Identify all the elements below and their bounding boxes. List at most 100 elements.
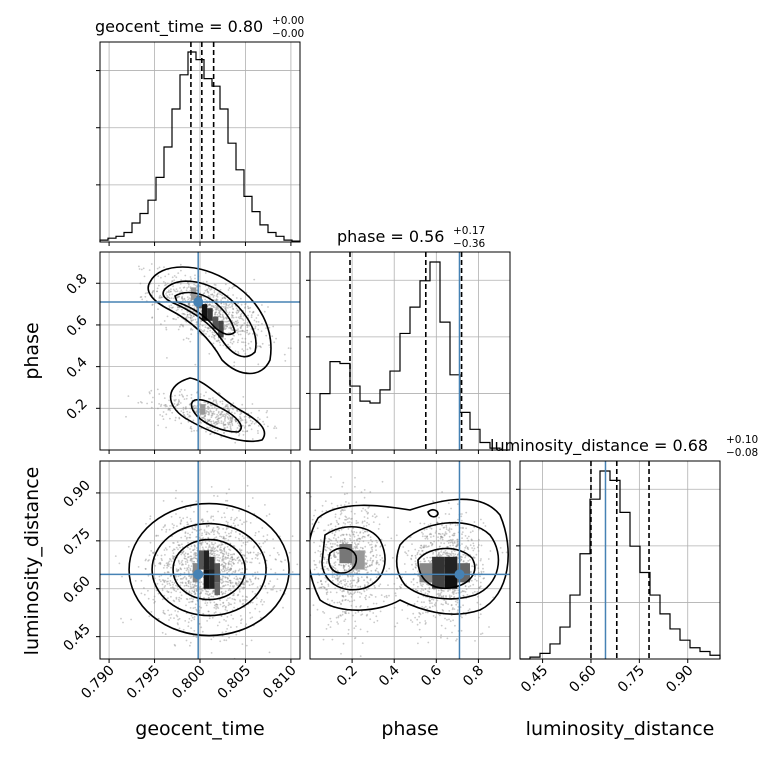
sample-point: [181, 312, 184, 315]
sample-point: [410, 558, 413, 561]
sample-point: [432, 598, 435, 601]
sample-point: [437, 592, 440, 595]
sample-point: [235, 531, 237, 533]
sample-point: [359, 546, 362, 549]
sample-point: [252, 333, 254, 335]
sample-point: [189, 557, 192, 560]
sample-point: [254, 534, 257, 537]
sample-point: [225, 323, 228, 326]
sample-point: [171, 280, 173, 283]
sample-point: [460, 591, 463, 593]
sample-point: [221, 593, 224, 595]
sample-point: [306, 563, 308, 565]
sample-point: [235, 633, 238, 636]
sample-point: [189, 312, 192, 315]
sample-point: [207, 327, 210, 330]
sample-point: [426, 535, 428, 538]
sample-point: [230, 421, 233, 424]
sample-point: [219, 551, 222, 554]
sample-point: [453, 532, 456, 535]
sample-point: [453, 596, 456, 598]
sample-point: [120, 617, 122, 620]
sample-point: [161, 589, 164, 592]
sample-point: [227, 320, 229, 323]
sample-point: [335, 556, 337, 558]
sample-point: [329, 626, 332, 628]
sample-point: [423, 557, 425, 560]
sample-point: [456, 524, 459, 526]
sample-point: [216, 413, 219, 416]
sample-point: [425, 546, 428, 548]
sample-point: [186, 413, 189, 416]
sample-point: [169, 580, 172, 582]
sample-point: [244, 306, 247, 309]
sample-point: [225, 404, 228, 406]
sample-point: [234, 570, 237, 573]
sample-point: [368, 505, 371, 508]
sample-point: [179, 324, 182, 326]
sample-point: [345, 533, 348, 536]
sample-point: [254, 576, 257, 579]
sample-point: [224, 297, 227, 300]
sample-point: [191, 583, 194, 586]
sample-point: [228, 579, 231, 582]
sample-point: [179, 581, 182, 584]
sample-point: [377, 571, 379, 573]
sample-point: [195, 554, 198, 557]
plot-area: [114, 484, 299, 659]
sample-point: [334, 516, 337, 518]
sample-point: [436, 599, 439, 602]
sample-point: [221, 400, 224, 403]
sample-point: [151, 291, 154, 294]
sample-point: [352, 570, 355, 572]
sample-point: [257, 416, 259, 419]
sample-point: [163, 581, 166, 583]
sample-point: [340, 582, 343, 585]
sample-point: [233, 553, 235, 555]
sample-point: [225, 310, 227, 312]
sample-point: [253, 422, 256, 425]
sample-point: [161, 296, 163, 299]
sample-point: [353, 579, 356, 582]
sample-point: [371, 560, 374, 562]
sample-point: [184, 299, 187, 302]
sample-point: [216, 299, 219, 301]
sample-point: [171, 293, 174, 296]
sample-point: [226, 523, 229, 526]
sample-point: [244, 415, 247, 418]
sample-point: [349, 580, 352, 582]
sample-point: [157, 407, 159, 410]
sample-point: [361, 535, 364, 538]
sample-point: [222, 424, 225, 427]
sample-point: [216, 403, 219, 406]
sample-point: [351, 517, 353, 520]
sample-point: [409, 536, 412, 538]
sample-point: [206, 288, 209, 291]
sample-point: [185, 584, 188, 587]
sample-point: [210, 547, 213, 549]
sample-point: [190, 601, 192, 603]
sample-point: [228, 488, 231, 491]
sample-point: [353, 571, 356, 574]
sample-point: [122, 621, 124, 624]
sample-point: [189, 597, 191, 600]
sample-point: [454, 600, 457, 603]
sample-point: [336, 541, 339, 543]
sample-point: [164, 585, 167, 587]
sample-point: [344, 515, 347, 518]
sample-point: [247, 307, 250, 310]
sample-point: [186, 568, 189, 571]
sample-point: [224, 564, 227, 567]
sample-point: [204, 414, 207, 417]
sample-point: [241, 318, 244, 320]
sample-point: [433, 588, 435, 591]
sample-point: [203, 597, 205, 599]
sample-point: [324, 565, 326, 568]
sample-point: [440, 535, 443, 538]
sample-point: [222, 432, 225, 434]
sample-point: [272, 325, 275, 328]
sample-point: [226, 413, 228, 415]
sample-point: [162, 281, 165, 283]
sample-point: [232, 285, 235, 288]
